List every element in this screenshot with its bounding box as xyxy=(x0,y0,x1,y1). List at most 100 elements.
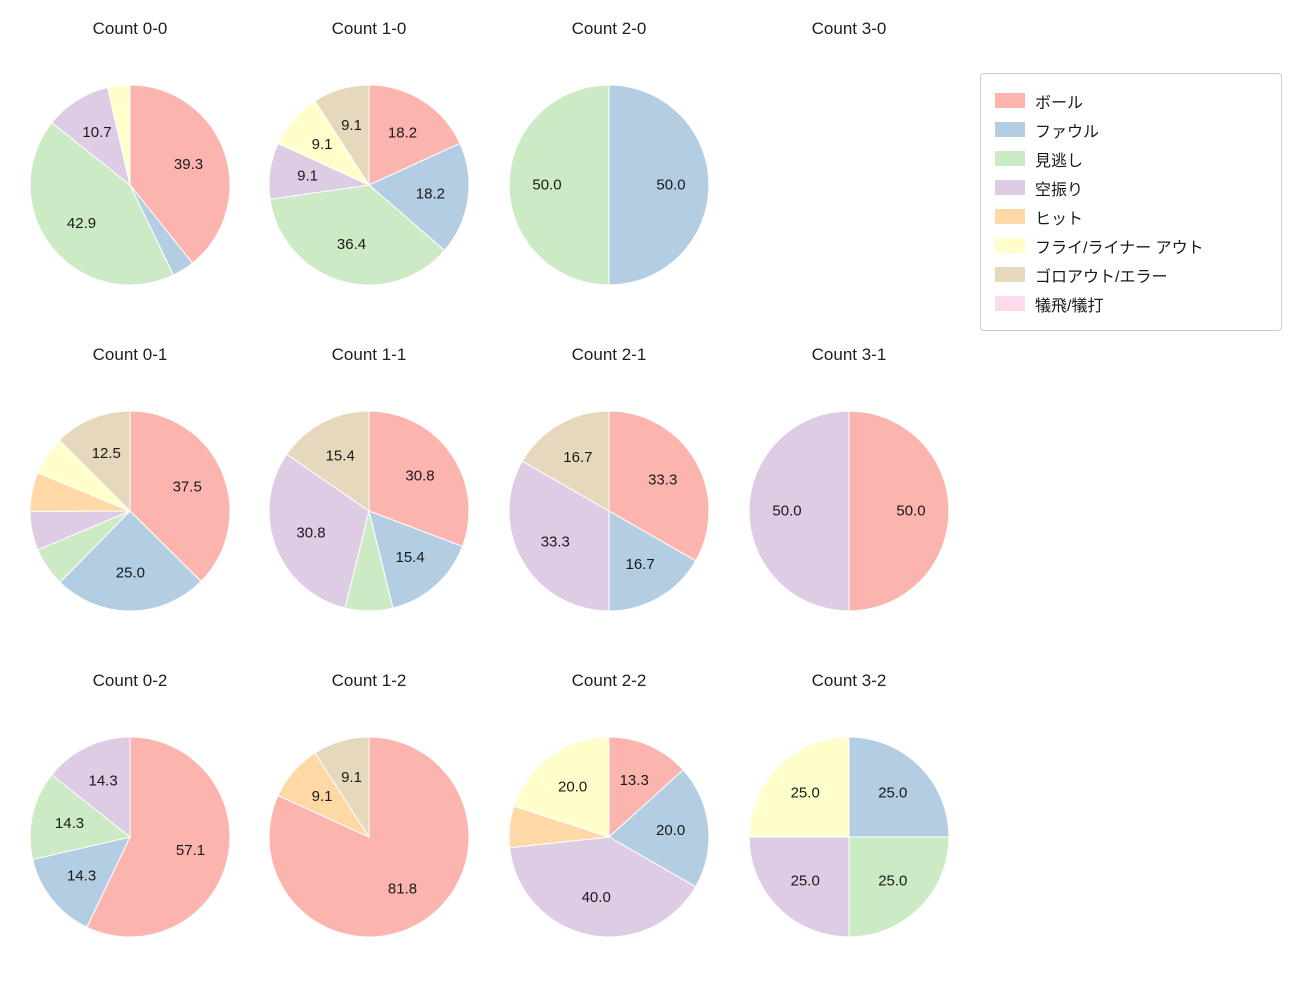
pie-cell: Count 0-1 37.5 25.0 12.5 xyxy=(20,342,240,621)
pie-chart: 25.0 25.0 25.0 25.0 xyxy=(748,736,950,938)
pie-slice xyxy=(848,736,950,838)
pie-title: Count 1-2 xyxy=(331,671,407,690)
legend-item: ヒット xyxy=(995,202,1267,231)
pie-percent-label: 18.2 xyxy=(416,185,445,202)
legend-color-swatch xyxy=(995,238,1025,253)
pie-cell: Count 3-0 xyxy=(739,16,959,295)
pie-chart: 30.8 15.4 30.8 15.4 xyxy=(268,410,470,612)
pie-slice xyxy=(31,836,131,928)
pie-slice xyxy=(368,510,464,609)
pie-percent-label: 50.0 xyxy=(532,177,561,194)
legend: ボール ファウル 見逃し 空振り ヒット フライ/ライナー アウト ゴロアウト/エラー 犠飛/… xyxy=(980,73,1282,331)
pie-percent-label: 18.2 xyxy=(388,124,417,141)
pie-percent-label: 9.1 xyxy=(341,769,362,786)
pie-slice xyxy=(748,736,850,838)
pie-percent-label: 9.1 xyxy=(297,168,318,185)
pie-cell: Count 2-0 50.0 50.0 xyxy=(499,16,719,295)
pie-slice xyxy=(608,736,684,839)
pie-percent-label: 50.0 xyxy=(656,177,685,194)
pie-percent-label: 16.7 xyxy=(563,449,592,466)
pie-percent-label: 14.3 xyxy=(67,867,96,884)
pie-percent-label: 36.4 xyxy=(337,236,366,253)
legend-label: ヒット xyxy=(1035,210,1084,228)
pie-slice xyxy=(269,184,446,286)
pie-slice xyxy=(748,410,850,612)
pie-percent-label: 33.3 xyxy=(648,471,677,488)
pie-cell: Count 1-1 30.8 15.4 30.8 15.4 xyxy=(259,342,479,621)
pie-percent-label: 12.5 xyxy=(92,445,121,462)
pie-percent-label: 25.0 xyxy=(878,785,907,802)
pie-percent-label: 25.0 xyxy=(791,872,820,889)
legend-item: 犠飛/犠打 xyxy=(995,289,1267,318)
legend-color-swatch xyxy=(995,180,1025,195)
pie-percent-label: 9.1 xyxy=(341,117,362,134)
pie-percent-label: 37.5 xyxy=(173,479,202,496)
pie-percent-label: 57.1 xyxy=(176,842,205,859)
pie-percent-label: 50.0 xyxy=(772,503,801,520)
pie-percent-label: 25.0 xyxy=(878,872,907,889)
legend-label: ボール xyxy=(1035,94,1084,112)
pie-chart: 50.0 50.0 xyxy=(748,410,950,612)
pie-chart: 39.3 42.9 10.7 xyxy=(29,84,231,286)
pie-percent-label: 10.7 xyxy=(82,124,111,141)
pie-slice xyxy=(368,142,470,252)
pie-percent-label: 14.3 xyxy=(55,815,84,832)
pie-percent-label: 42.9 xyxy=(67,215,96,232)
pie-slice xyxy=(51,86,131,187)
legend-item: ファウル xyxy=(995,115,1267,144)
pie-slice xyxy=(748,836,850,938)
pie-title: Count 0-1 xyxy=(92,345,168,364)
pie-slice xyxy=(314,84,370,187)
pie-chart: 33.3 16.7 33.3 16.7 xyxy=(508,410,710,612)
pie-percent-label: 40.0 xyxy=(582,889,611,906)
pie-slice xyxy=(608,410,710,562)
pie-slice xyxy=(129,410,231,583)
pie-slice xyxy=(268,453,370,609)
pie-title: Count 3-0 xyxy=(811,19,887,38)
pie-slice xyxy=(521,410,610,512)
pie-cell: Count 2-2 13.3 20.0 40.0 20.0 xyxy=(499,668,719,947)
pie-percent-label: 39.3 xyxy=(174,156,203,173)
pie-slice xyxy=(58,410,131,513)
pie-slice xyxy=(286,410,370,512)
pie-percent-label: 30.8 xyxy=(405,467,434,484)
pie-percent-label: 50.0 xyxy=(896,503,925,520)
pie-slice xyxy=(508,460,610,612)
pie-slice xyxy=(368,410,470,548)
pie-slice xyxy=(509,836,697,938)
pie-cell: Count 3-2 25.0 25.0 25.0 25.0 xyxy=(739,668,959,947)
pie-chart: 13.3 20.0 40.0 20.0 xyxy=(508,736,710,938)
legend-color-swatch xyxy=(995,267,1025,282)
pie-slice xyxy=(608,84,710,286)
pie-title: Count 2-0 xyxy=(571,19,647,38)
pie-cell: Count 0-2 57.1 14.3 14.3 14.3 xyxy=(20,668,240,947)
legend-item: ゴロアウト/エラー xyxy=(995,260,1267,289)
legend-label: フライ/ライナー アウト xyxy=(1035,239,1204,257)
pie-chart: 57.1 14.3 14.3 14.3 xyxy=(29,736,231,938)
pie-percent-label: 81.8 xyxy=(388,881,417,898)
pie-cell: Count 1-2 81.8 9.1 9.1 xyxy=(259,668,479,947)
pie-percent-label: 9.1 xyxy=(312,136,333,153)
pie-percent-label: 25.0 xyxy=(116,565,145,582)
pie-slice xyxy=(106,84,131,186)
legend-label: 犠飛/犠打 xyxy=(1035,297,1104,315)
pie-slice xyxy=(86,736,231,938)
pie-percent-label: 13.3 xyxy=(620,772,649,789)
pie-slice xyxy=(513,736,610,838)
pie-slice xyxy=(29,774,132,861)
legend-label: ゴロアウト/エラー xyxy=(1035,268,1168,286)
legend-color-swatch xyxy=(995,209,1025,224)
pie-percent-label: 9.1 xyxy=(312,788,333,805)
pie-slice xyxy=(59,510,202,612)
pie-title: Count 3-1 xyxy=(811,345,887,364)
pie-title: Count 2-1 xyxy=(571,345,647,364)
pie-slice xyxy=(51,736,131,839)
pie-slice xyxy=(29,121,175,286)
pie-chart: 50.0 50.0 xyxy=(508,84,710,286)
pie-slice xyxy=(129,84,231,264)
pie-percent-label: 20.0 xyxy=(656,822,685,839)
legend-item: フライ/ライナー アウト xyxy=(995,231,1267,260)
pie-percent-label: 15.4 xyxy=(326,448,355,465)
legend-color-swatch xyxy=(995,122,1025,137)
